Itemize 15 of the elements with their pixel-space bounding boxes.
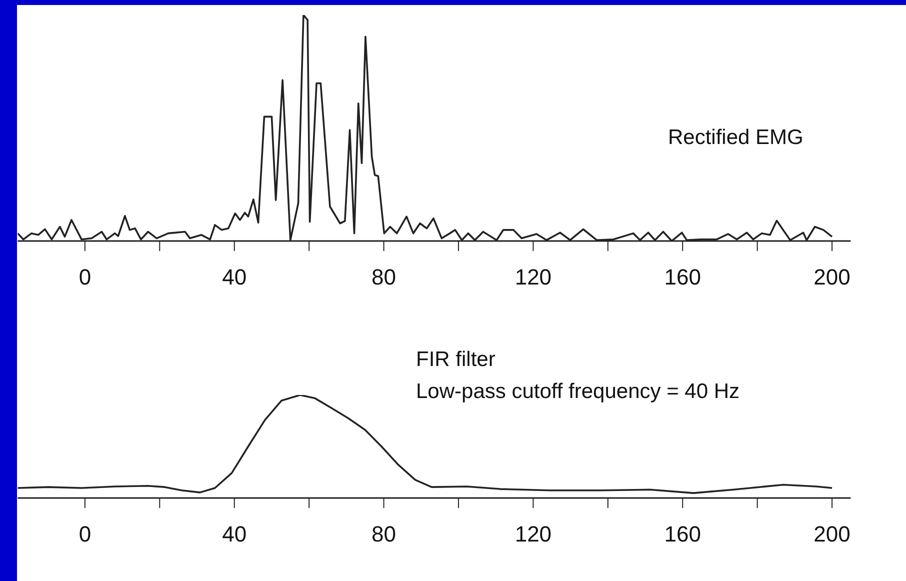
annotation: Low-pass cutoff frequency = 40 Hz <box>416 380 740 404</box>
text: FIR filter <box>416 348 496 372</box>
x-tick-label: 200 <box>814 264 850 290</box>
x-tick-label: 0 <box>78 522 92 547</box>
x-tick-label: 40 <box>222 264 247 290</box>
x-tick-label: 0 <box>78 264 92 290</box>
x-tick-label: 120 <box>514 522 552 547</box>
x-tick-label: 160 <box>664 264 701 290</box>
annotation: Rectified EMG <box>668 126 804 150</box>
x-tick-label: 160 <box>664 522 701 547</box>
x-tick-label: 80 <box>372 264 396 290</box>
x-tick-label: 200 <box>814 522 850 547</box>
x-tick-label: 80 <box>372 522 396 547</box>
x-tick-label: 40 <box>222 522 247 547</box>
x-tick-label: 120 <box>514 264 552 290</box>
